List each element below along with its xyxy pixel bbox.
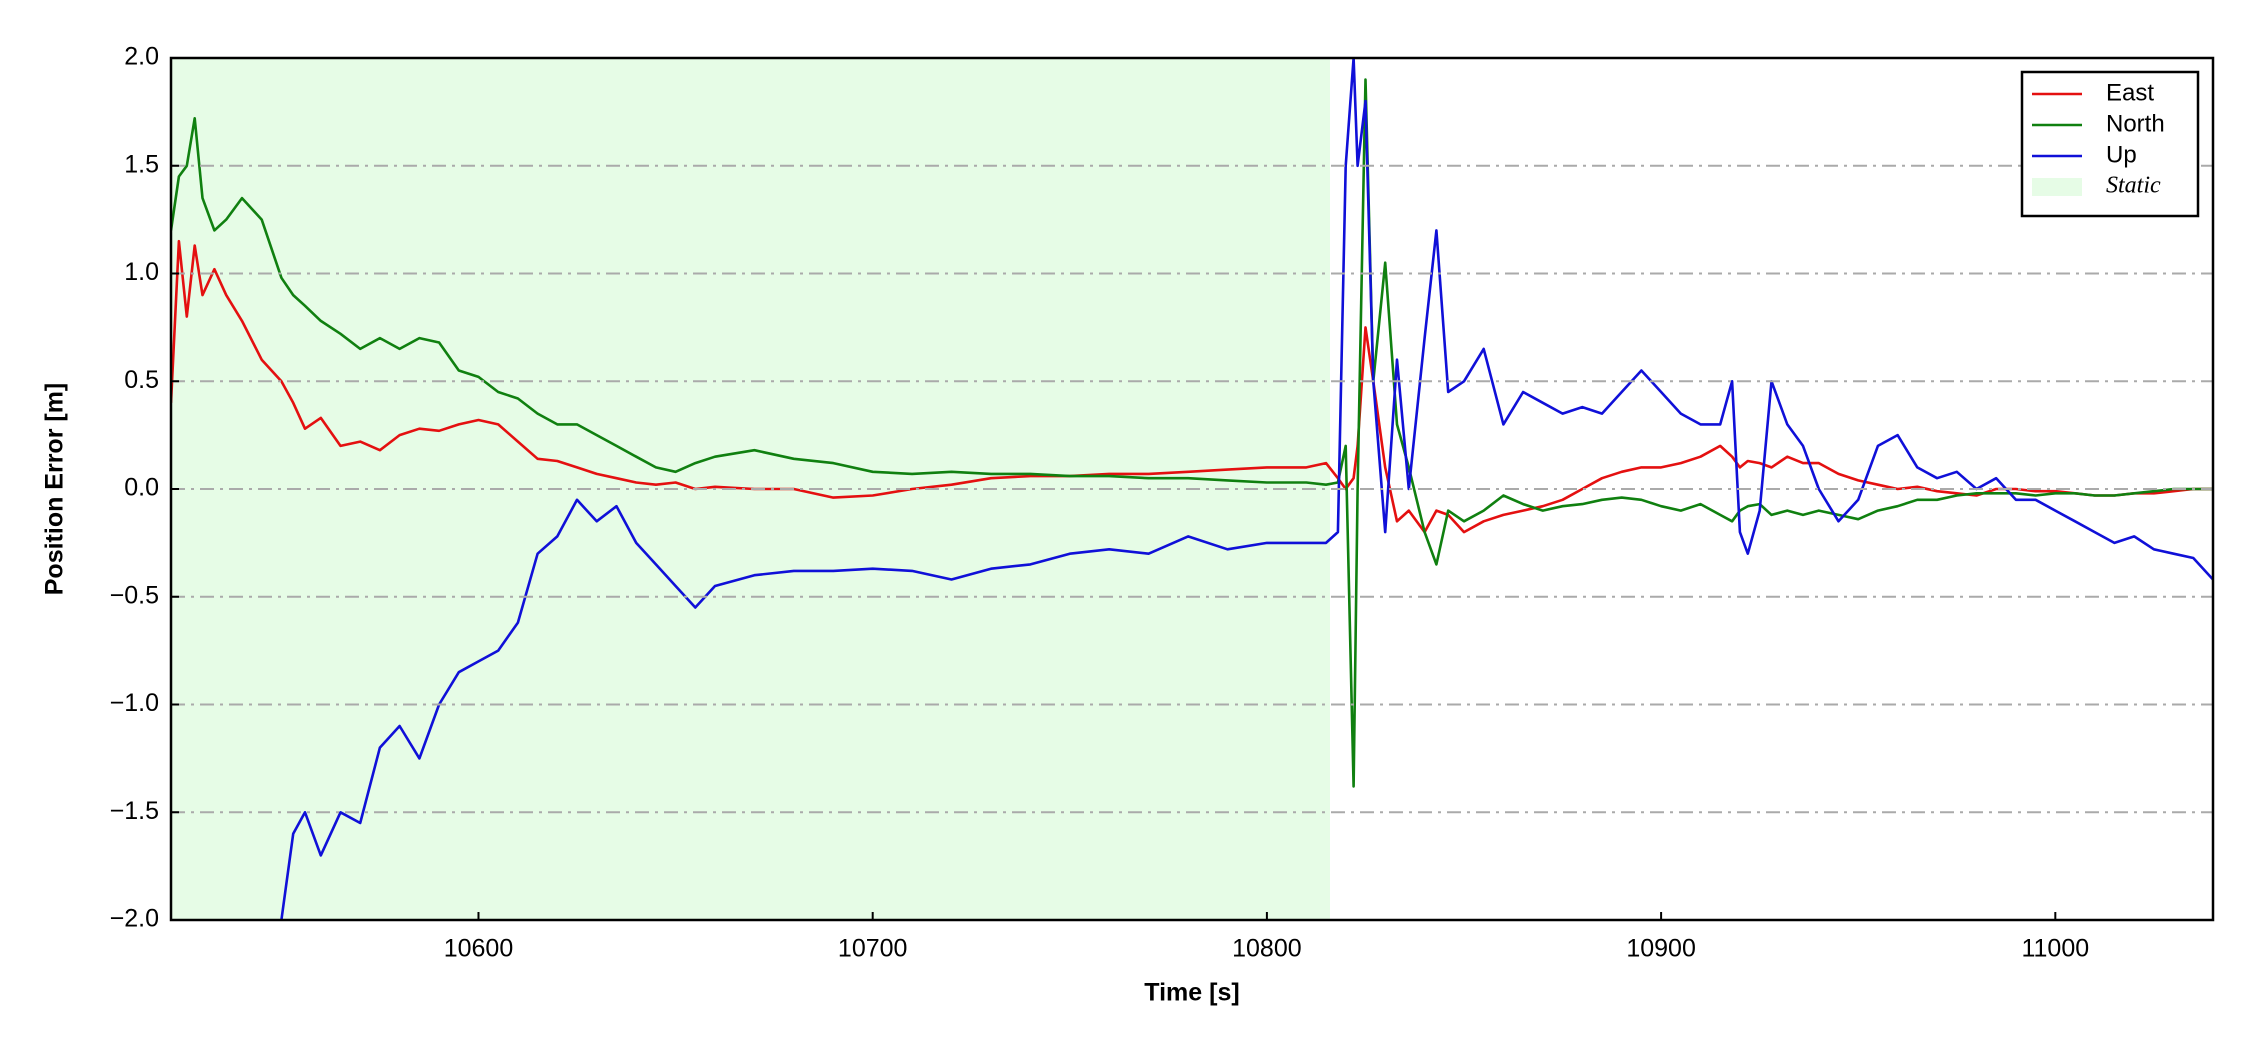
y-tick-label: 1.5	[124, 150, 159, 178]
y-tick-label: −2.0	[110, 905, 159, 933]
series-line	[280, 58, 2213, 920]
y-tick-label: 1.0	[124, 258, 159, 286]
y-tick-label: −1.5	[110, 797, 159, 825]
legend-label: East	[2106, 79, 2154, 106]
legend-label: North	[2106, 110, 2165, 137]
plot-frame	[169, 56, 2215, 922]
y-tick-label: 0.5	[124, 366, 159, 394]
x-axis-label: Time [s]	[1144, 979, 1239, 1007]
legend-label: Up	[2106, 141, 2137, 168]
series-line	[171, 78, 2213, 788]
legend: East North Up Static	[2020, 70, 2200, 218]
x-tick-label: 10600	[444, 935, 514, 963]
legend-label: Static	[2106, 173, 2161, 199]
series-line	[171, 239, 2213, 534]
y-tick-label: 0.0	[124, 474, 159, 502]
y-axis-label: Position Error [m]	[41, 383, 69, 596]
x-tick-label: 10900	[1626, 935, 1696, 963]
x-tick-label: 10800	[1232, 935, 1302, 963]
x-tick-label: 11000	[2021, 935, 2089, 963]
y-tick-label: 2.0	[124, 43, 159, 71]
legend-swatch	[2032, 178, 2082, 196]
x-tick-label: 10700	[838, 935, 908, 963]
y-tick-label: −0.5	[110, 581, 159, 609]
y-tick-label: −1.0	[110, 689, 159, 717]
